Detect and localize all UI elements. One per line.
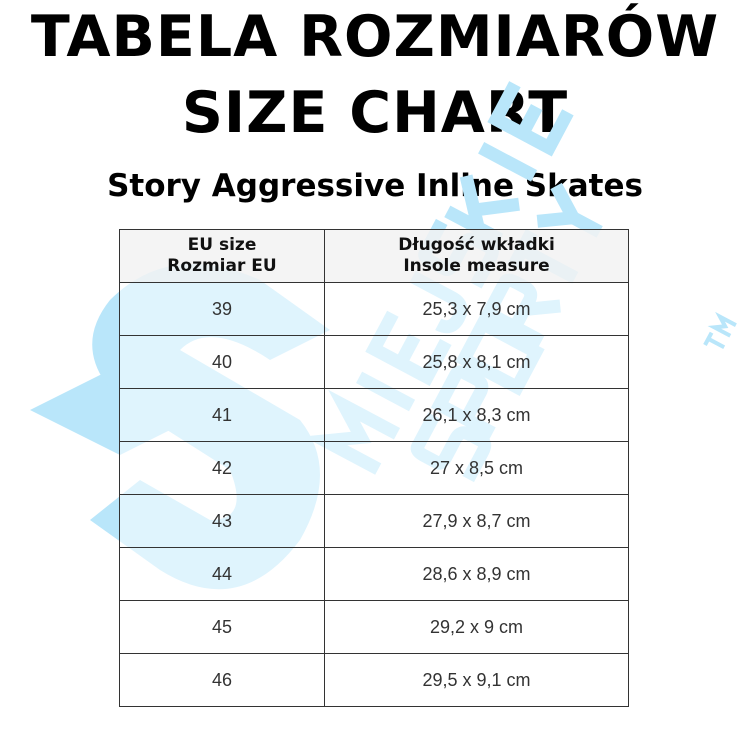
size-table: EU size Rozmiar EU Długość wkładki Insole … [119, 229, 629, 707]
table-row: 42 27 x 8,5 cm [119, 441, 629, 495]
cell-insole: 27,9 x 8,7 cm [324, 494, 629, 548]
cell-size: 39 [119, 282, 325, 336]
header-eu-size: EU size Rozmiar EU [119, 229, 325, 283]
table-row: 45 29,2 x 9 cm [119, 600, 629, 654]
title-english: SIZE CHART [181, 80, 569, 146]
title-polish: TABELA ROZMIARÓW [30, 4, 720, 70]
cell-size: 45 [119, 600, 325, 654]
table-row: 46 29,5 x 9,1 cm [119, 653, 629, 707]
product-subtitle: Story Aggressive Inline Skates [107, 168, 643, 204]
cell-insole: 29,2 x 9 cm [324, 600, 629, 654]
table-row: 44 28,6 x 8,9 cm [119, 547, 629, 601]
header-text: Rozmiar EU [167, 256, 277, 276]
cell-size: 40 [119, 335, 325, 389]
header-insole: Długość wkładki Insole measure [324, 229, 629, 283]
table-row: 43 27,9 x 8,7 cm [119, 494, 629, 548]
cell-size: 43 [119, 494, 325, 548]
table-row: 39 25,3 x 7,9 cm [119, 282, 629, 336]
cell-size: 46 [119, 653, 325, 707]
table-row: 40 25,8 x 8,1 cm [119, 335, 629, 389]
cell-insole: 25,3 x 7,9 cm [324, 282, 629, 336]
header-text: Długość wkładki [398, 235, 555, 255]
cell-insole: 28,6 x 8,9 cm [324, 547, 629, 601]
cell-insole: 29,5 x 9,1 cm [324, 653, 629, 707]
cell-insole: 26,1 x 8,3 cm [324, 388, 629, 442]
cell-size: 42 [119, 441, 325, 495]
header-text: Insole measure [403, 256, 550, 276]
table-header-row: EU size Rozmiar EU Długość wkładki Insole … [119, 229, 629, 283]
cell-size: 41 [119, 388, 325, 442]
cell-insole: 27 x 8,5 cm [324, 441, 629, 495]
header-text: EU size [187, 235, 257, 255]
cell-size: 44 [119, 547, 325, 601]
cell-insole: 25,8 x 8,1 cm [324, 335, 629, 389]
table-row: 41 26,1 x 8,3 cm [119, 388, 629, 442]
watermark-tm-mark [703, 311, 737, 350]
